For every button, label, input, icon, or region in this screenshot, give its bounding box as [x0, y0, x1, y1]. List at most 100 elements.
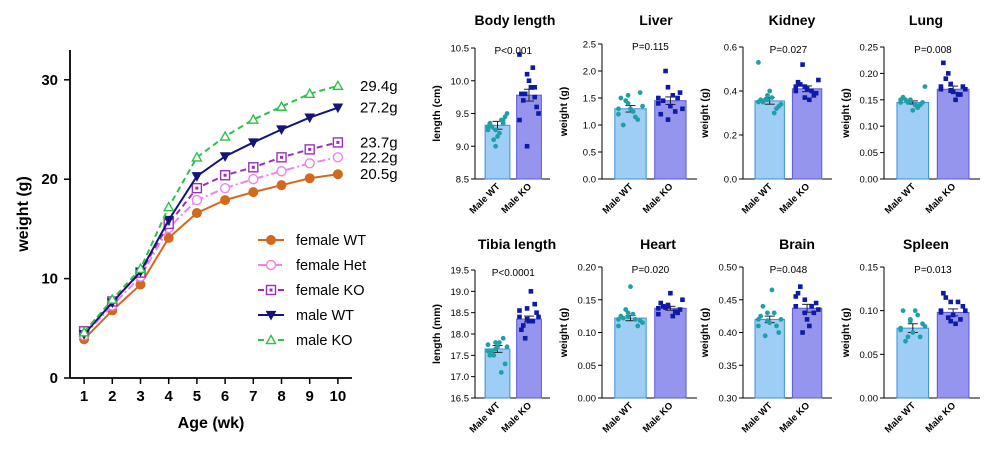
data-point — [907, 318, 913, 324]
y-tick-label: 19.5 — [451, 266, 470, 277]
y-tick-label: 8.5 — [456, 175, 469, 186]
data-point — [532, 301, 538, 307]
bar-wt — [614, 108, 647, 180]
data-point — [677, 90, 683, 95]
y-tick-label: 9.5 — [456, 109, 469, 120]
data-point — [915, 312, 921, 318]
data-point — [955, 299, 961, 305]
data-point — [948, 318, 953, 324]
y-axis-label: weight (g) — [699, 308, 711, 359]
data-point — [504, 111, 510, 116]
panel-title: Heart — [640, 236, 676, 252]
x-tick-label: 8 — [277, 388, 285, 405]
y-tick-label: 0.00 — [860, 394, 879, 405]
data-point — [106, 293, 118, 304]
end-value-label: 23.7g — [360, 134, 398, 151]
y-tick-label: 0.35 — [719, 361, 738, 372]
legend-marker — [265, 259, 277, 271]
data-point — [762, 333, 768, 339]
y-tick-label: 0.15 — [860, 263, 879, 274]
panel-spleen: Spleen 0.00 0.05 0.10 0.15 weight (g) Male WT M… — [840, 236, 980, 435]
data-point — [778, 317, 784, 322]
data-point — [958, 317, 963, 322]
p-value-label: P=0.020 — [632, 265, 670, 276]
y-tick-label: 0.10 — [578, 328, 597, 339]
y-tick-label: 0.15 — [578, 295, 597, 306]
data-point — [943, 76, 949, 81]
data-point — [798, 284, 803, 289]
y-tick-label: 0 — [50, 370, 58, 387]
data-point — [675, 310, 680, 316]
y-axis-label: weight (g) — [558, 87, 570, 138]
y-tick-label: 0.15 — [860, 95, 879, 106]
data-point — [793, 84, 799, 89]
data-point — [304, 173, 315, 184]
data-point — [960, 84, 966, 89]
x-category-label: Male WT — [601, 181, 636, 216]
y-tick-label: 9.0 — [456, 142, 469, 153]
data-point — [943, 295, 949, 300]
data-point — [493, 346, 498, 352]
data-point — [78, 326, 90, 337]
data-point — [917, 334, 923, 340]
p-value-label: P=0.008 — [914, 45, 952, 56]
data-point — [760, 303, 766, 309]
series-line — [83, 84, 339, 333]
data-point — [776, 330, 782, 335]
y-tick-label: 0.05 — [860, 350, 879, 361]
legend-label: female KO — [296, 283, 365, 299]
x-axis-label: Age (wk) — [178, 415, 245, 432]
data-point — [489, 124, 495, 129]
data-point — [524, 316, 530, 322]
data-point — [807, 323, 812, 329]
y-tick-label: 10.0 — [451, 76, 470, 87]
x-category-label: Male WT — [883, 400, 918, 435]
legend-marker — [265, 310, 277, 321]
y-tick-label: 0.30 — [719, 394, 738, 405]
data-point — [765, 310, 770, 316]
data-point — [248, 162, 259, 173]
data-point — [665, 117, 671, 122]
legend-label: male WT — [296, 308, 354, 324]
data-point — [910, 107, 916, 113]
data-point — [769, 287, 775, 293]
data-point — [502, 361, 508, 367]
data-point — [945, 315, 951, 320]
data-point — [276, 152, 287, 163]
data-point — [920, 100, 925, 105]
data-point — [500, 120, 506, 126]
end-value-label: 29.4g — [360, 78, 398, 95]
data-point — [247, 138, 259, 148]
data-point-dot — [223, 173, 227, 177]
y-axis-label: weight (g) — [15, 176, 32, 253]
data-point — [765, 97, 770, 103]
legend-label: female WT — [296, 233, 366, 249]
y-tick-label: 0.10 — [860, 306, 879, 317]
y-tick-label: 17.0 — [451, 372, 470, 383]
data-point — [134, 262, 147, 273]
data-point — [912, 308, 918, 314]
data-point — [793, 88, 799, 94]
data-point — [528, 85, 534, 90]
p-value-label: P=0.013 — [914, 265, 952, 276]
data-point — [520, 323, 526, 328]
y-tick-label: 18.5 — [451, 308, 470, 319]
x-tick-label: 2 — [108, 388, 116, 405]
data-point — [493, 143, 498, 149]
data-point — [485, 348, 491, 354]
data-point — [813, 300, 819, 306]
data-point — [816, 77, 821, 83]
data-point — [950, 312, 956, 318]
data-point — [668, 290, 673, 296]
data-point — [905, 334, 911, 340]
data-point — [522, 335, 528, 341]
data-point — [793, 294, 799, 299]
data-point — [637, 90, 643, 95]
y-tick-label: 0.05 — [578, 361, 597, 372]
data-point — [802, 297, 808, 303]
data-point — [191, 208, 202, 219]
data-point — [756, 60, 761, 65]
data-point — [520, 98, 526, 103]
panel-heart: Heart 0.00 0.05 0.10 0.15 0.20 weight (g) Male … — [558, 236, 697, 435]
y-tick-label: 30 — [41, 72, 58, 89]
